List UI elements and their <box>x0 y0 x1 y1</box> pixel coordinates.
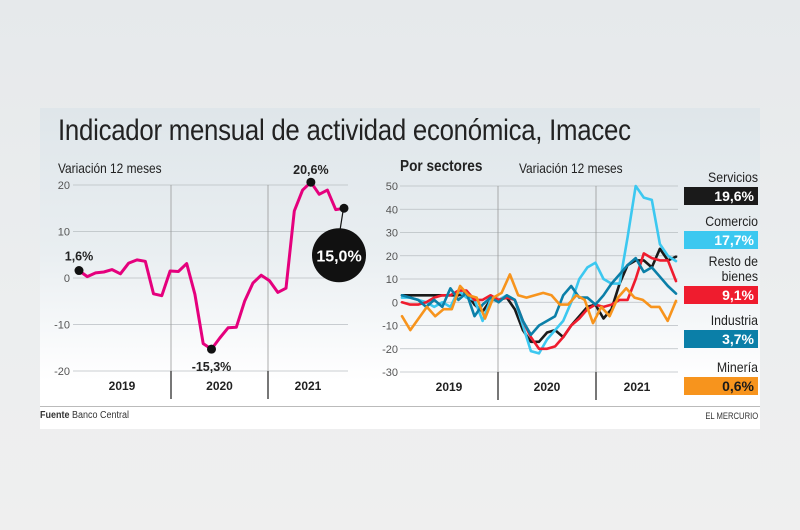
y-tick-label: -10 <box>382 321 398 333</box>
x-group-label: 2021 <box>624 380 651 394</box>
right-chart-title: Por sectores <box>400 158 483 175</box>
y-tick-label: 30 <box>386 228 398 240</box>
y-tick-label: 20 <box>58 180 70 192</box>
left-chart-subtitle: Variación 12 meses <box>58 160 162 176</box>
legend-item: Minería 0,6% <box>684 360 758 396</box>
legend-label: Industria <box>710 312 758 328</box>
legend-label: Minería <box>716 359 758 375</box>
right-chart-subtitle: Variación 12 meses <box>519 160 623 176</box>
series-line-resto-de-bienes <box>400 252 678 351</box>
footer-divider <box>40 406 760 407</box>
annotation-leader <box>339 211 344 231</box>
x-group-label: 2019 <box>436 380 463 394</box>
y-tick-label: 50 <box>386 181 398 193</box>
legend-value-badge: 0,6% <box>684 377 758 395</box>
y-tick-label: 40 <box>386 204 398 216</box>
annotation-dot <box>74 266 84 276</box>
source-label: Fuente <box>40 410 70 421</box>
legend-label: bienes <box>721 268 758 284</box>
annotation-label: 15,0% <box>316 248 361 265</box>
legend-value-badge: 17,7% <box>684 231 758 249</box>
y-tick-label: 0 <box>64 273 70 285</box>
series-line-imacec <box>77 180 346 351</box>
y-tick-label: -10 <box>54 320 70 332</box>
y-tick-label: 0 <box>392 297 398 309</box>
series-line-comercio <box>400 184 678 355</box>
legend-value-badge: 9,1% <box>684 286 758 304</box>
annotation-label: 20,6% <box>293 163 328 177</box>
publisher-credit: EL MERCURIO <box>705 411 758 421</box>
annotation-label: -15,3% <box>192 360 232 374</box>
y-tick-label: -30 <box>382 367 398 379</box>
annotation-dot <box>207 344 216 354</box>
y-tick-label: -20 <box>382 344 398 356</box>
x-group-label: 2020 <box>206 379 233 393</box>
y-tick-label: 10 <box>58 227 70 239</box>
x-group-label: 2020 <box>534 380 561 394</box>
legend-item: Industria 3,7% <box>684 313 758 349</box>
annotation-label: 1,6% <box>65 250 94 264</box>
series-line-industria <box>400 256 678 337</box>
annotation-dot <box>339 203 349 213</box>
y-tick-label: 20 <box>386 251 398 263</box>
y-tick-label: 10 <box>386 274 398 286</box>
legend-value-badge: 19,6% <box>684 187 758 205</box>
legend-label: Comercio <box>705 213 758 229</box>
y-tick-label: -20 <box>54 366 70 378</box>
source-name: Banco Central <box>72 410 130 421</box>
legend-value-badge: 3,7% <box>684 330 758 348</box>
legend-label: Resto de <box>708 253 758 269</box>
x-group-label: 2019 <box>109 379 136 393</box>
legend-item: Comercio 17,7% <box>684 214 758 250</box>
page-title: Indicador mensual de actividad económica… <box>58 114 631 147</box>
series-line-minería <box>400 273 678 332</box>
x-group-label: 2021 <box>295 379 322 393</box>
legend-item: Servicios 19,6% <box>684 170 758 206</box>
legend-item: Resto de bienes 9,1% <box>684 254 758 305</box>
annotation-bubble <box>312 228 366 283</box>
source-note: Fuente Banco Central <box>40 410 129 421</box>
legend-label: Servicios <box>708 169 758 185</box>
annotation-dot <box>306 177 316 187</box>
